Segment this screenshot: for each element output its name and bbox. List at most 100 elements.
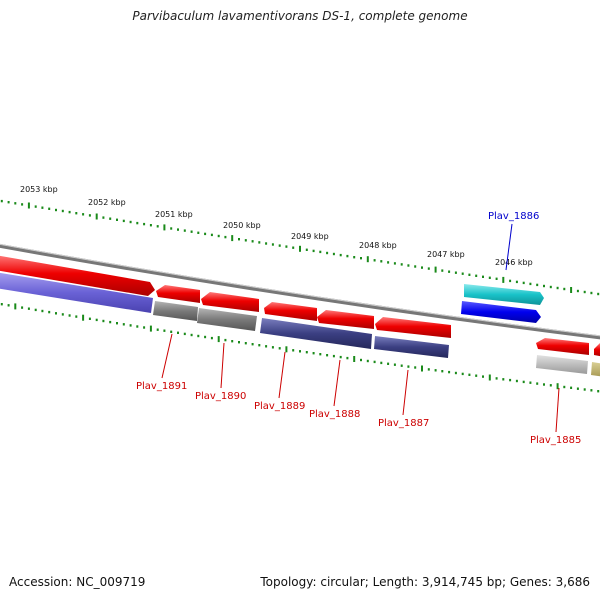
map-title: Parvibaculum lavamentivorans DS-1, compl… — [132, 9, 468, 23]
label-leaders — [161, 223, 560, 433]
minor-tick — [448, 370, 451, 374]
minor-tick — [305, 351, 308, 354]
minor-tick — [75, 212, 78, 215]
minor-tick — [14, 202, 17, 205]
gene-feature[interactable] — [197, 308, 257, 331]
minor-tick — [258, 241, 261, 244]
minor-tick — [576, 289, 579, 293]
gene-feature[interactable] — [201, 292, 259, 312]
gene-feature[interactable] — [317, 310, 374, 329]
gene-feature[interactable] — [156, 285, 200, 303]
minor-tick — [48, 310, 51, 314]
major-tick — [502, 276, 505, 283]
genome-summary-text: Topology: circular; Length: 3,914,745 bp… — [260, 575, 590, 589]
gene-feature[interactable] — [374, 336, 449, 358]
minor-tick — [570, 386, 573, 389]
minor-tick — [156, 225, 159, 228]
minor-tick — [522, 380, 525, 384]
gene-label-plav-1889[interactable]: Plav_1889 — [254, 401, 305, 412]
minor-tick — [597, 292, 600, 296]
minor-tick — [583, 388, 586, 391]
minor-tick — [129, 220, 132, 224]
kbp-label: 2047 kbp — [427, 250, 465, 259]
major-tick — [149, 325, 152, 332]
minor-tick — [407, 264, 410, 267]
minor-tick — [75, 315, 78, 318]
minor-tick — [299, 350, 301, 353]
minor-tick — [224, 235, 227, 239]
minor-tick — [400, 364, 403, 367]
minor-tick — [475, 274, 478, 277]
gene-feature[interactable] — [536, 355, 588, 374]
minor-tick — [197, 231, 200, 234]
minor-tick — [515, 379, 518, 383]
kbp-label: 2051 kbp — [155, 210, 193, 219]
minor-tick — [278, 347, 281, 350]
accession-text: Accession: NC_009719 — [9, 575, 146, 589]
minor-tick — [319, 353, 322, 356]
scale-labels: 2053 kbp 2052 kbp 2051 kbp 2050 kbp 2049… — [20, 185, 533, 267]
gene-feature[interactable] — [464, 284, 544, 305]
major-tick — [27, 202, 30, 209]
gene-feature[interactable] — [260, 318, 372, 349]
minor-tick — [556, 286, 559, 290]
minor-tick — [271, 243, 274, 246]
gene-label-plav-1890[interactable]: Plav_1890 — [195, 391, 246, 402]
gene-feature[interactable] — [0, 255, 155, 296]
minor-tick — [387, 362, 390, 365]
minor-tick — [143, 326, 146, 329]
minor-tick — [427, 368, 430, 371]
minor-tick — [88, 214, 91, 217]
minor-tick — [197, 334, 200, 338]
minor-tick — [454, 371, 457, 375]
gene-feature[interactable] — [264, 302, 317, 321]
gene-feature[interactable] — [536, 338, 589, 355]
minor-tick — [448, 270, 451, 273]
minor-tick — [373, 259, 376, 262]
gene-label-plav-1885[interactable]: Plav_1885 — [530, 435, 581, 446]
gene-feature[interactable] — [153, 301, 198, 321]
minor-tick — [0, 199, 3, 203]
minor-tick — [366, 359, 369, 363]
minor-tick — [0, 303, 3, 306]
minor-tick — [34, 308, 37, 312]
gene-feature[interactable] — [594, 343, 600, 357]
gene-feature[interactable] — [0, 272, 153, 313]
minor-tick — [244, 342, 247, 345]
minor-tick — [434, 369, 437, 372]
gene-feature[interactable] — [591, 362, 600, 377]
major-tick — [95, 213, 98, 220]
minor-tick — [258, 344, 261, 347]
minor-tick — [346, 356, 349, 360]
minor-tick — [156, 328, 159, 331]
minor-tick — [414, 366, 417, 369]
gene-feature[interactable] — [375, 317, 451, 338]
gene-feature[interactable] — [461, 301, 541, 323]
minor-tick — [143, 222, 146, 226]
gene-label-plav-1888[interactable]: Plav_1888 — [309, 409, 360, 420]
minor-tick — [326, 251, 329, 255]
minor-tick — [380, 361, 383, 365]
minor-tick — [68, 210, 71, 214]
gene-label-plav-1886[interactable]: Plav_1886 — [488, 211, 539, 222]
minor-tick — [122, 323, 125, 326]
minor-tick — [271, 346, 274, 349]
minor-tick — [441, 370, 444, 373]
minor-tick — [360, 358, 362, 362]
minor-tick — [238, 341, 240, 344]
minor-tick — [88, 317, 91, 320]
minor-tick — [116, 322, 118, 325]
minor-tick — [454, 271, 457, 274]
minor-tick — [149, 224, 152, 227]
gene-label-plav-1891[interactable]: Plav_1891 — [136, 381, 187, 392]
gene-label-plav-1887[interactable]: Plav_1887 — [378, 418, 429, 429]
major-tick — [285, 346, 288, 353]
minor-tick — [549, 285, 552, 289]
minor-tick — [482, 275, 484, 278]
major-tick — [82, 314, 85, 321]
minor-tick — [292, 349, 295, 352]
minor-tick — [95, 318, 98, 322]
minor-tick — [461, 272, 464, 275]
minor-tick — [129, 324, 132, 327]
